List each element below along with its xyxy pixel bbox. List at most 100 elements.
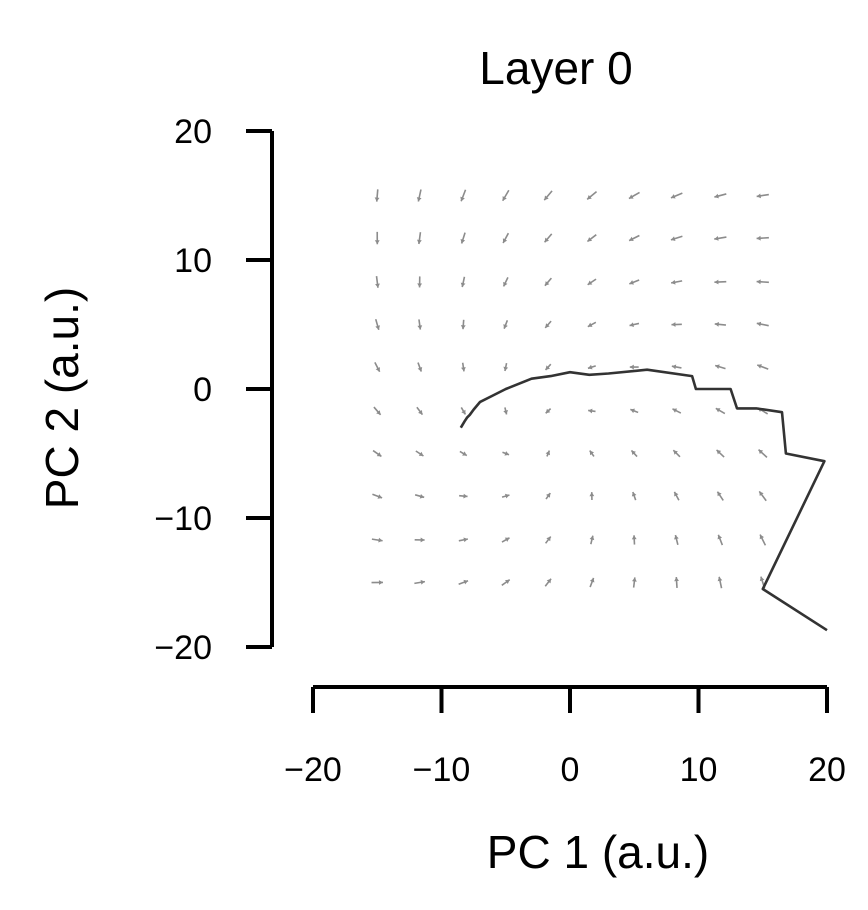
field-arrowhead [461, 367, 466, 372]
field-arrowhead [544, 237, 550, 243]
field-arrowhead [715, 408, 721, 413]
y-tick-label: −20 [154, 629, 212, 667]
field-arrowhead [460, 196, 465, 202]
field-arrowhead [629, 364, 634, 370]
y-tick-label: 20 [174, 113, 212, 151]
field-arrowhead [631, 535, 637, 540]
x-tick-label: −10 [413, 751, 471, 789]
field-arrowhead [759, 491, 764, 497]
field-arrowhead [463, 579, 469, 585]
field-arrowhead [587, 237, 593, 242]
field-arrowhead [463, 493, 468, 499]
field-arrowhead [502, 196, 507, 201]
y-tick-label: 0 [193, 371, 212, 409]
field-arrowhead [546, 536, 551, 542]
field-arrowhead [546, 493, 551, 498]
field-arrowhead [588, 408, 593, 414]
field-arrowhead [375, 367, 380, 372]
field-arrowhead [670, 194, 676, 199]
field-arrowhead [460, 238, 466, 244]
x-axis-label: PC 1 (a.u.) [487, 826, 709, 878]
x-tick-label: −20 [284, 751, 342, 789]
field-arrowhead [418, 409, 423, 415]
field-arrowhead [757, 364, 762, 369]
field-arrowhead [375, 325, 380, 330]
field-arrowhead [589, 450, 595, 456]
field-arrowhead [460, 325, 466, 330]
field-arrowhead [545, 450, 551, 456]
field-arrowhead [503, 281, 508, 287]
field-arrowhead [417, 239, 422, 244]
field-arrowhead [503, 324, 508, 329]
field-arrowhead [463, 537, 468, 543]
field-arrowhead [630, 408, 635, 414]
field-arrowhead [375, 283, 380, 288]
field-arrowhead [587, 194, 592, 200]
field-arrowhead [589, 577, 595, 583]
field-arrowhead [462, 451, 467, 456]
field-arrowhead [587, 364, 593, 370]
y-tick-label: −10 [154, 500, 212, 538]
field-arrowhead [714, 193, 719, 199]
field-arrowhead [756, 321, 762, 327]
vector-field [371, 189, 769, 589]
field-arrowhead [758, 449, 764, 455]
field-arrowhead [670, 236, 676, 241]
field-arrowhead [631, 491, 637, 497]
field-arrowhead [717, 534, 723, 540]
field-arrowhead [589, 492, 595, 497]
field-arrowhead [715, 364, 720, 369]
field-arrowhead [756, 279, 761, 285]
field-arrowhead [417, 283, 423, 288]
series-layer [459, 368, 828, 632]
x-tick-label: 0 [561, 751, 580, 789]
x-tick-label: 20 [808, 751, 846, 789]
field-arrowhead [671, 322, 676, 327]
field-arrowhead [631, 577, 637, 582]
field-arrowhead [759, 576, 765, 582]
field-arrowhead [629, 236, 634, 241]
field-arrowhead [376, 452, 382, 457]
x-axis-ticks: −20 −10 0 10 20 [284, 687, 846, 789]
chart-title: Layer 0 [479, 42, 632, 94]
field-arrowhead [418, 451, 424, 457]
field-arrowhead [674, 577, 679, 582]
field-arrowhead [461, 409, 466, 415]
field-arrowhead [587, 280, 593, 285]
field-arrowhead [376, 410, 381, 415]
field-arrowhead [587, 322, 593, 327]
field-arrowhead [420, 579, 425, 585]
field-arrowhead [674, 535, 679, 540]
field-arrowhead [377, 494, 383, 499]
field-arrowhead [714, 279, 719, 285]
trajectory-line [459, 368, 828, 632]
field-arrowhead [378, 580, 383, 585]
field-arrowhead [628, 194, 634, 199]
field-arrowhead [419, 493, 425, 499]
field-arrowhead [460, 282, 466, 288]
field-arrowhead [629, 280, 634, 285]
field-arrowhead [374, 240, 380, 245]
field-arrowhead [420, 537, 425, 543]
field-arrowhead [756, 193, 761, 199]
y-axis-label: PC 2 (a.u.) [36, 287, 88, 509]
field-arrowhead [374, 197, 380, 202]
field-arrowhead [672, 408, 678, 413]
field-arrowhead [416, 197, 422, 202]
field-arrowhead [717, 491, 722, 497]
field-arrowhead [504, 537, 510, 542]
field-arrowhead [503, 366, 509, 372]
field-arrowhead [631, 450, 636, 456]
field-arrowhead [502, 238, 508, 243]
y-tick-label: 10 [174, 242, 212, 280]
field-arrowhead [759, 534, 765, 540]
field-arrowhead [417, 325, 423, 330]
field-arrowhead [629, 322, 634, 328]
field-arrowhead [544, 195, 549, 201]
y-axis-ticks: 20 10 0 −10 −20 [154, 113, 272, 667]
field-arrowhead [673, 450, 678, 455]
field-arrowhead [504, 451, 510, 456]
field-arrowhead [756, 235, 761, 241]
field-arrowhead [545, 365, 550, 370]
